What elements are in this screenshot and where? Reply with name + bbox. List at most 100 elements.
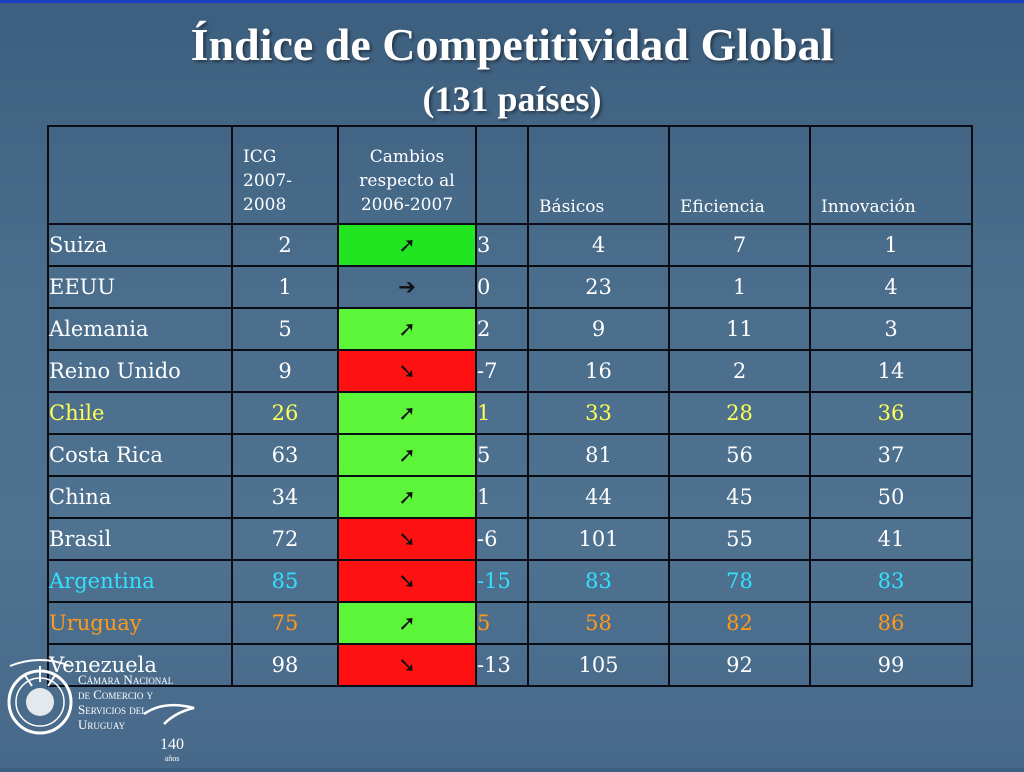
innovacion-cell: 1 (809, 223, 973, 267)
innovacion-cell: 83 (809, 559, 973, 603)
header-cambios: Cambios respecto al 2006-2007 (337, 125, 477, 225)
country-cell: Suiza (47, 223, 233, 267)
eficiencia-cell: 28 (668, 391, 811, 435)
header-innovacion: Innovación (809, 125, 973, 225)
trend-arrow-icon: ➚ (337, 391, 477, 435)
basicos-cell: 58 (527, 601, 670, 645)
icg-cell: 9 (231, 349, 339, 393)
trend-arrow-icon: ➚ (337, 475, 477, 519)
anniversary-badge: 140 años (160, 736, 184, 764)
table-row: EEUU 1 ➔ 0 23 1 4 (47, 265, 973, 309)
trend-arrow-icon: ➚ (337, 433, 477, 477)
eficiencia-cell: 2 (668, 349, 811, 393)
trend-arrow-icon: ➘ (337, 517, 477, 561)
trend-arrow-icon: ➘ (337, 349, 477, 393)
basicos-cell: 33 (527, 391, 670, 435)
eficiencia-cell: 45 (668, 475, 811, 519)
table-row: Argentina 85 ➘ -15 83 78 83 (47, 559, 973, 603)
icg-cell: 5 (231, 307, 339, 351)
country-cell: Costa Rica (47, 433, 233, 477)
country-cell: Reino Unido (47, 349, 233, 393)
country-cell: Argentina (47, 559, 233, 603)
top-accent-line (0, 0, 1024, 3)
innovacion-cell: 41 (809, 517, 973, 561)
delta-cell: -15 (475, 559, 529, 603)
slide-title: Índice de Competitividad Global (190, 19, 834, 70)
basicos-cell: 9 (527, 307, 670, 351)
slide-subtitle: (131 países) (422, 79, 602, 119)
header-country (47, 125, 233, 225)
competitiveness-table: ICG 2007- 2008 Cambios respecto al 2006-… (47, 125, 973, 687)
trend-arrow-icon: ➚ (337, 601, 477, 645)
basicos-cell: 4 (527, 223, 670, 267)
delta-cell: 1 (475, 475, 529, 519)
country-cell: Chile (47, 391, 233, 435)
trend-arrow-icon: ➚ (337, 223, 477, 267)
innovacion-cell: 86 (809, 601, 973, 645)
table-row: Costa Rica 63 ➚ 5 81 56 37 (47, 433, 973, 477)
eficiencia-cell: 56 (668, 433, 811, 477)
basicos-cell: 23 (527, 265, 670, 309)
innovacion-cell: 37 (809, 433, 973, 477)
camara-logo (4, 652, 204, 768)
country-cell: EEUU (47, 265, 233, 309)
eficiencia-cell: 11 (668, 307, 811, 351)
eficiencia-cell: 92 (668, 643, 811, 687)
trend-arrow-icon: ➘ (337, 559, 477, 603)
icg-cell: 75 (231, 601, 339, 645)
icg-cell: 34 (231, 475, 339, 519)
table-row: Suiza 2 ➚ 3 4 7 1 (47, 223, 973, 267)
trend-arrow-icon: ➔ (337, 265, 477, 309)
icg-cell: 26 (231, 391, 339, 435)
header-basicos: Básicos (527, 125, 670, 225)
icg-cell: 98 (231, 643, 339, 687)
country-cell: Uruguay (47, 601, 233, 645)
eficiencia-cell: 78 (668, 559, 811, 603)
basicos-cell: 81 (527, 433, 670, 477)
delta-cell: -7 (475, 349, 529, 393)
delta-cell: 3 (475, 223, 529, 267)
innovacion-cell: 14 (809, 349, 973, 393)
header-eficiencia: Eficiencia (668, 125, 811, 225)
basicos-cell: 105 (527, 643, 670, 687)
bird-icon (143, 703, 195, 725)
delta-cell: 0 (475, 265, 529, 309)
basicos-cell: 83 (527, 559, 670, 603)
delta-cell: 5 (475, 433, 529, 477)
eficiencia-cell: 7 (668, 223, 811, 267)
basicos-cell: 101 (527, 517, 670, 561)
table-row: Brasil 72 ➘ -6 101 55 41 (47, 517, 973, 561)
delta-cell: 5 (475, 601, 529, 645)
eficiencia-cell: 82 (668, 601, 811, 645)
seal-icon (7, 659, 195, 735)
table-row: China 34 ➚ 1 44 45 50 (47, 475, 973, 519)
icg-cell: 72 (231, 517, 339, 561)
table-row: Reino Unido 9 ➘ -7 16 2 14 (47, 349, 973, 393)
table-row: Alemania 5 ➚ 2 9 11 3 (47, 307, 973, 351)
eficiencia-cell: 1 (668, 265, 811, 309)
table-row: Uruguay 75 ➚ 5 58 82 86 (47, 601, 973, 645)
basicos-cell: 44 (527, 475, 670, 519)
camara-name: Cámara Nacional de Comercio y Servicios … (78, 672, 174, 732)
table-row: Chile 26 ➚ 1 33 28 36 (47, 391, 973, 435)
innovacion-cell: 99 (809, 643, 973, 687)
country-cell: China (47, 475, 233, 519)
delta-cell: -13 (475, 643, 529, 687)
delta-cell: -6 (475, 517, 529, 561)
icg-cell: 2 (231, 223, 339, 267)
innovacion-cell: 4 (809, 265, 973, 309)
trend-arrow-icon: ➘ (337, 643, 477, 687)
country-cell: Brasil (47, 517, 233, 561)
innovacion-cell: 36 (809, 391, 973, 435)
innovacion-cell: 3 (809, 307, 973, 351)
icg-cell: 85 (231, 559, 339, 603)
table-header-row: ICG 2007- 2008 Cambios respecto al 2006-… (47, 125, 973, 225)
basicos-cell: 16 (527, 349, 670, 393)
table-row: Venezuela 98 ➘ -13 105 92 99 (47, 643, 973, 687)
icg-cell: 63 (231, 433, 339, 477)
country-cell: Alemania (47, 307, 233, 351)
header-icg: ICG 2007- 2008 (231, 125, 339, 225)
innovacion-cell: 50 (809, 475, 973, 519)
trend-arrow-icon: ➚ (337, 307, 477, 351)
country-cell: Venezuela (47, 643, 233, 687)
